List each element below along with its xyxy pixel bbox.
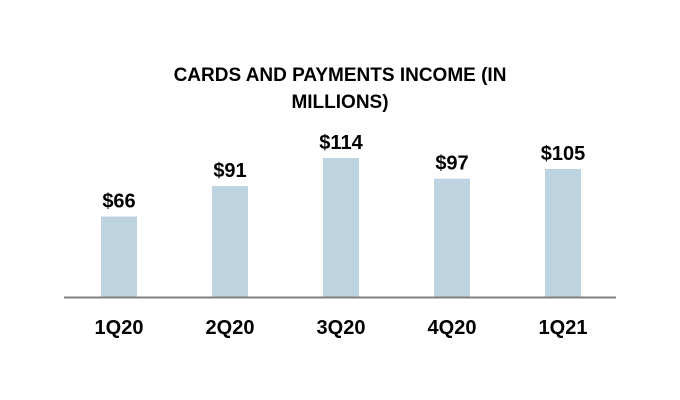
x-tick-label-1q20: 1Q20 [95, 317, 144, 339]
bar-4q20 [434, 178, 470, 297]
data-label-2q20: $91 [213, 160, 246, 182]
bar-1q21 [545, 168, 581, 297]
data-label-1q21: $105 [541, 143, 586, 165]
bar-1q20 [101, 216, 137, 297]
data-label-4q20: $97 [435, 153, 468, 175]
bar-3q20 [323, 158, 359, 297]
x-tick-label-1q21: 1Q21 [539, 317, 588, 339]
data-label-3q20: $114 [319, 132, 363, 154]
bars-group: $66 $91 $114 $97 $105 [101, 132, 585, 297]
x-tick-labels: 1Q20 2Q20 3Q20 4Q20 1Q21 [95, 317, 588, 339]
chart-title: CARDS AND PAYMENTS INCOME (IN MILLIONS) [173, 65, 507, 113]
data-label-1q20: $66 [102, 191, 135, 213]
x-tick-label-4q20: 4Q20 [428, 317, 477, 339]
x-tick-label-2q20: 2Q20 [206, 317, 255, 339]
x-tick-label-3q20: 3Q20 [317, 317, 366, 339]
bar-2q20 [212, 186, 248, 297]
